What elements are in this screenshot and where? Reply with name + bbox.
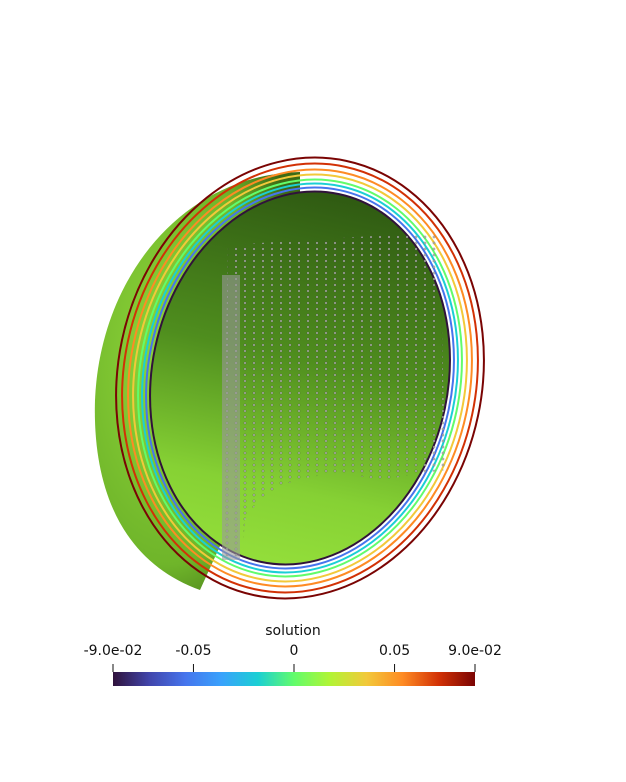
colorbar-gradient	[113, 672, 475, 686]
contour	[141, 182, 459, 574]
tick-label: -0.05	[175, 643, 211, 659]
colorbar: solution -9.0e-02 -0.05 0 0.05 9.0e-02	[84, 623, 502, 686]
contour	[137, 178, 463, 578]
tick-label: 0	[290, 643, 299, 659]
central-rod	[222, 275, 240, 560]
tick-label: -9.0e-02	[84, 643, 143, 659]
rod-array	[222, 232, 445, 560]
tick-label: 0.05	[379, 643, 410, 659]
tick-label: 9.0e-02	[448, 643, 502, 659]
contour	[127, 168, 473, 588]
contour	[115, 156, 485, 600]
colorbar-title: solution	[265, 623, 320, 639]
contour	[145, 186, 455, 570]
contour	[121, 162, 479, 594]
contour	[132, 173, 468, 583]
hemisphere-render	[94, 156, 485, 600]
